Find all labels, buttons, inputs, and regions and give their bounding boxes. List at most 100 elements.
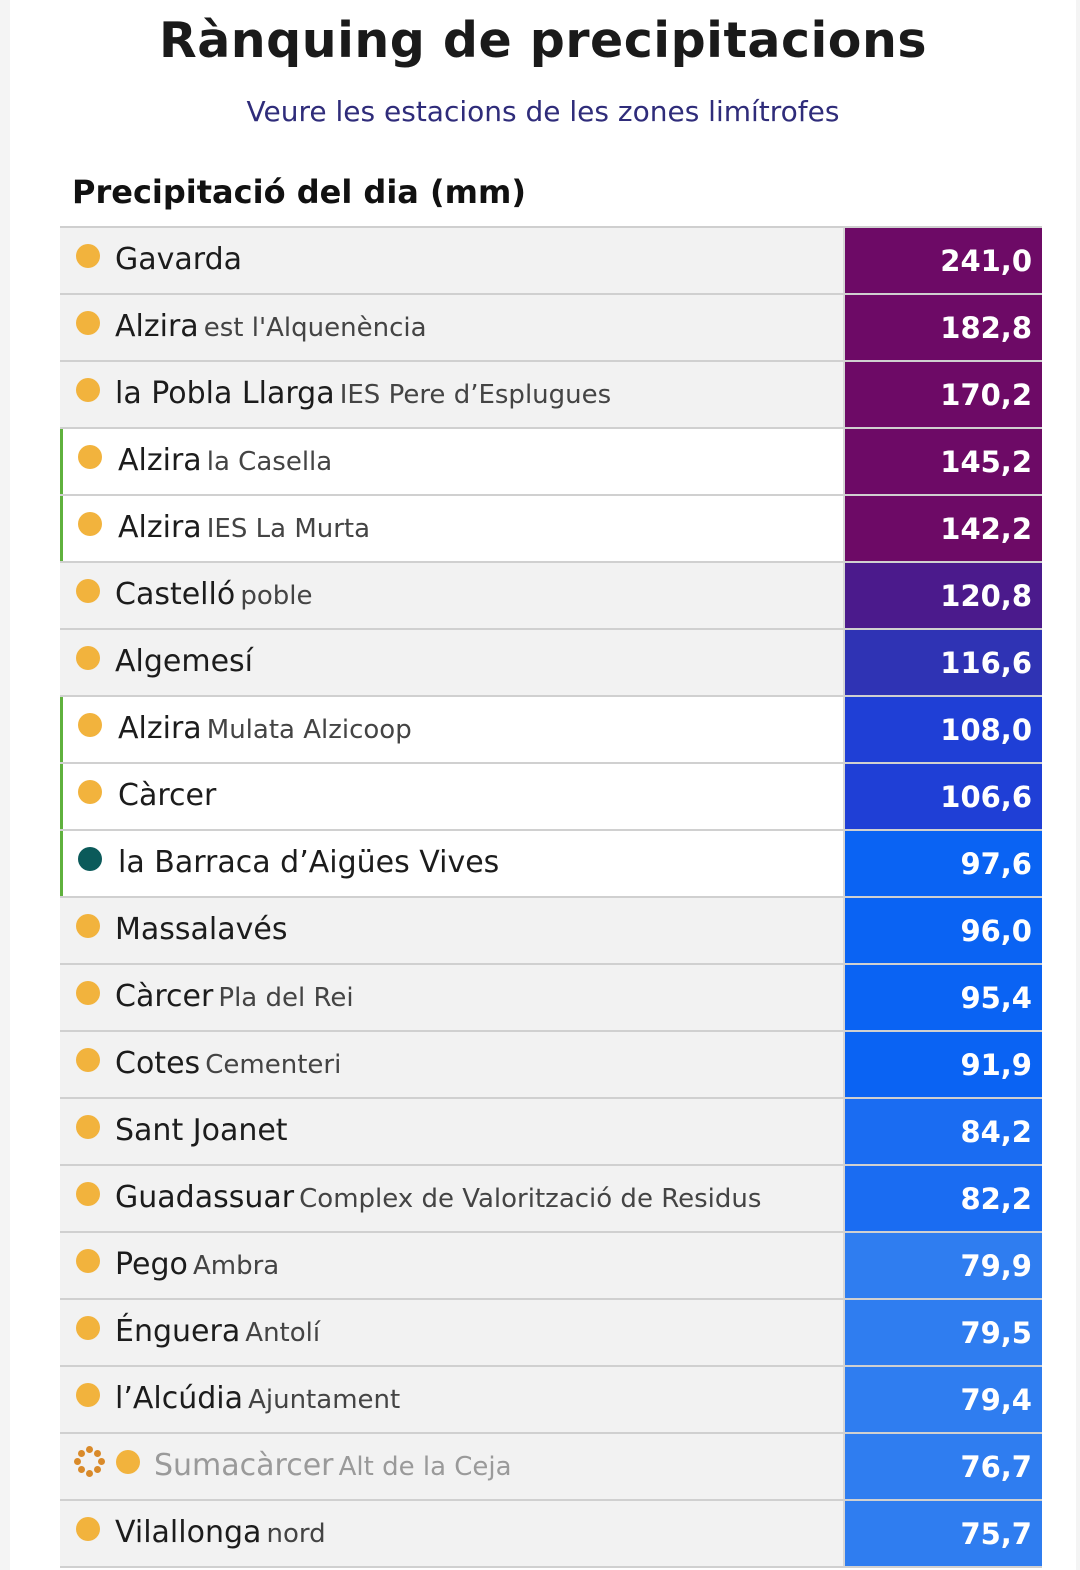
- station-name-cell[interactable]: Alzira la Casella: [60, 429, 845, 494]
- station-name: Alt de la Ceja: [338, 1452, 512, 1482]
- table-row[interactable]: Castelló poble 120,8: [60, 563, 1042, 630]
- table-row[interactable]: Alzira IES La Murta 142,2: [60, 496, 1042, 563]
- municipality-name: Massalavés: [115, 912, 288, 947]
- station-name-cell[interactable]: Cotes Cementeri: [60, 1032, 845, 1097]
- precipitation-value: 108,0: [845, 697, 1042, 762]
- precipitation-value: 97,6: [845, 831, 1042, 896]
- station-label: la Barraca d’Aigües Vives: [118, 845, 499, 880]
- station-status-dot-icon: [76, 914, 100, 938]
- table-row[interactable]: Alzira Mulata Alzicoop 108,0: [60, 697, 1042, 764]
- municipality-name: la Barraca d’Aigües Vives: [118, 845, 500, 880]
- page-title: Rànquing de precipitacions: [158, 12, 928, 69]
- table-row[interactable]: la Barraca d’Aigües Vives 97,6: [60, 831, 1042, 898]
- station-name-cell[interactable]: Gavarda: [60, 228, 845, 293]
- station-label: Énguera Antolí: [115, 1314, 320, 1349]
- station-name-cell[interactable]: Alzira IES La Murta: [60, 496, 845, 561]
- station-label: Alzira Mulata Alzicoop: [118, 711, 412, 746]
- municipality-name: Alzira: [118, 443, 202, 478]
- precipitation-value: 96,0: [845, 898, 1042, 963]
- municipality-name: Sant Joanet: [115, 1113, 288, 1148]
- table-row[interactable]: l’Alcúdia Ajuntament 79,4: [60, 1367, 1042, 1434]
- station-status-dot-icon: [76, 1316, 100, 1340]
- municipality-name: Sumacàrcer: [154, 1448, 334, 1483]
- municipality-name: Alzira: [115, 309, 199, 344]
- table-row[interactable]: Càrcer 106,6: [60, 764, 1042, 831]
- station-status-dot-icon: [76, 244, 100, 268]
- station-name-cell[interactable]: Càrcer: [60, 764, 845, 829]
- precipitation-value: 106,6: [845, 764, 1042, 829]
- station-label: Cotes Cementeri: [115, 1046, 341, 1081]
- station-name-cell[interactable]: Alzira est l'Alquenència: [60, 295, 845, 360]
- precipitation-value: 142,2: [845, 496, 1042, 561]
- table-row[interactable]: la Pobla Llarga IES Pere d’Esplugues 170,…: [60, 362, 1042, 429]
- table-row[interactable]: Sumacàrcer Alt de la Ceja 76,7: [60, 1434, 1042, 1501]
- station-label: Pego Ambra: [115, 1247, 279, 1282]
- table-row[interactable]: Algemesí 116,6: [60, 630, 1042, 697]
- station-name-cell[interactable]: Pego Ambra: [60, 1233, 845, 1298]
- station-label: Castelló poble: [115, 577, 312, 612]
- table-row[interactable]: Càrcer Pla del Rei 95,4: [60, 965, 1042, 1032]
- station-status-dot-icon: [76, 1249, 100, 1273]
- station-name-cell[interactable]: Sumacàrcer Alt de la Ceja: [60, 1434, 845, 1499]
- municipality-name: l’Alcúdia: [115, 1381, 243, 1416]
- station-name: Mulata Alzicoop: [206, 715, 412, 745]
- page: Rànquing de precipitacions Veure les est…: [10, 0, 1076, 1570]
- station-status-dot-icon: [76, 1182, 100, 1206]
- station-name-cell[interactable]: la Barraca d’Aigües Vives: [60, 831, 845, 896]
- municipality-name: Énguera: [115, 1314, 241, 1349]
- station-name-cell[interactable]: la Pobla Llarga IES Pere d’Esplugues: [60, 362, 845, 427]
- station-label: Alzira est l'Alquenència: [115, 309, 427, 344]
- station-label: Massalavés: [115, 912, 287, 947]
- precipitation-value: 79,9: [845, 1233, 1042, 1298]
- neighbor-zones-link[interactable]: Veure les estacions de les zones limítro…: [246, 95, 840, 128]
- station-label: Càrcer Pla del Rei: [115, 979, 354, 1014]
- station-name-cell[interactable]: Guadassuar Complex de Valorització de Re…: [60, 1166, 845, 1231]
- table-row[interactable]: Gavarda 241,0: [60, 228, 1042, 295]
- station-status-dot-icon: [76, 378, 100, 402]
- municipality-name: Pego: [115, 1247, 188, 1282]
- precipitation-value: 82,2: [845, 1166, 1042, 1231]
- station-name: Complex de Valorització de Residus: [299, 1184, 762, 1214]
- table-row[interactable]: Vilallonga nord 75,7: [60, 1501, 1042, 1568]
- table-row[interactable]: Sant Joanet 84,2: [60, 1099, 1042, 1166]
- section-title: Precipitació del dia (mm): [72, 173, 526, 211]
- municipality-name: Càrcer: [118, 778, 217, 813]
- table-row[interactable]: Énguera Antolí 79,5: [60, 1300, 1042, 1367]
- table-row[interactable]: Cotes Cementeri 91,9: [60, 1032, 1042, 1099]
- municipality-name: la Pobla Llarga: [115, 376, 335, 411]
- station-status-dot-icon: [76, 1048, 100, 1072]
- municipality-name: Alzira: [118, 711, 202, 746]
- station-name: Ajuntament: [248, 1385, 401, 1415]
- station-name: poble: [240, 581, 313, 611]
- station-status-dot-icon: [78, 780, 102, 804]
- station-name-cell[interactable]: Sant Joanet: [60, 1099, 845, 1164]
- station-label: Sant Joanet: [115, 1113, 288, 1148]
- station-status-dot-icon: [76, 1383, 100, 1407]
- table-row[interactable]: Pego Ambra 79,9: [60, 1233, 1042, 1300]
- station-name-cell[interactable]: Alzira Mulata Alzicoop: [60, 697, 845, 762]
- station-label: la Pobla Llarga IES Pere d’Esplugues: [115, 376, 611, 411]
- municipality-name: Guadassuar: [115, 1180, 295, 1215]
- table-row[interactable]: Alzira est l'Alquenència 182,8: [60, 295, 1042, 362]
- station-name-cell[interactable]: Algemesí: [60, 630, 845, 695]
- table-row[interactable]: Alzira la Casella 145,2: [60, 429, 1042, 496]
- table-row[interactable]: Massalavés 96,0: [60, 898, 1042, 965]
- station-name: Pla del Rei: [218, 983, 354, 1013]
- station-name-cell[interactable]: l’Alcúdia Ajuntament: [60, 1367, 845, 1432]
- station-status-dot-icon: [78, 512, 102, 536]
- municipality-name: Gavarda: [115, 242, 243, 277]
- precipitation-value: 91,9: [845, 1032, 1042, 1097]
- precipitation-value: 241,0: [845, 228, 1042, 293]
- table-row[interactable]: Guadassuar Complex de Valorització de Re…: [60, 1166, 1042, 1233]
- station-name-cell[interactable]: Vilallonga nord: [60, 1501, 845, 1566]
- station-name-cell[interactable]: Massalavés: [60, 898, 845, 963]
- precipitation-value: 84,2: [845, 1099, 1042, 1164]
- station-name-cell[interactable]: Càrcer Pla del Rei: [60, 965, 845, 1030]
- precipitation-value: 120,8: [845, 563, 1042, 628]
- station-name-cell[interactable]: Castelló poble: [60, 563, 845, 628]
- station-name-cell[interactable]: Énguera Antolí: [60, 1300, 845, 1365]
- station-status-dot-icon: [76, 1517, 100, 1541]
- station-status-dot-icon: [76, 1115, 100, 1139]
- station-status-dot-icon: [76, 646, 100, 670]
- municipality-name: Vilallonga: [115, 1515, 262, 1550]
